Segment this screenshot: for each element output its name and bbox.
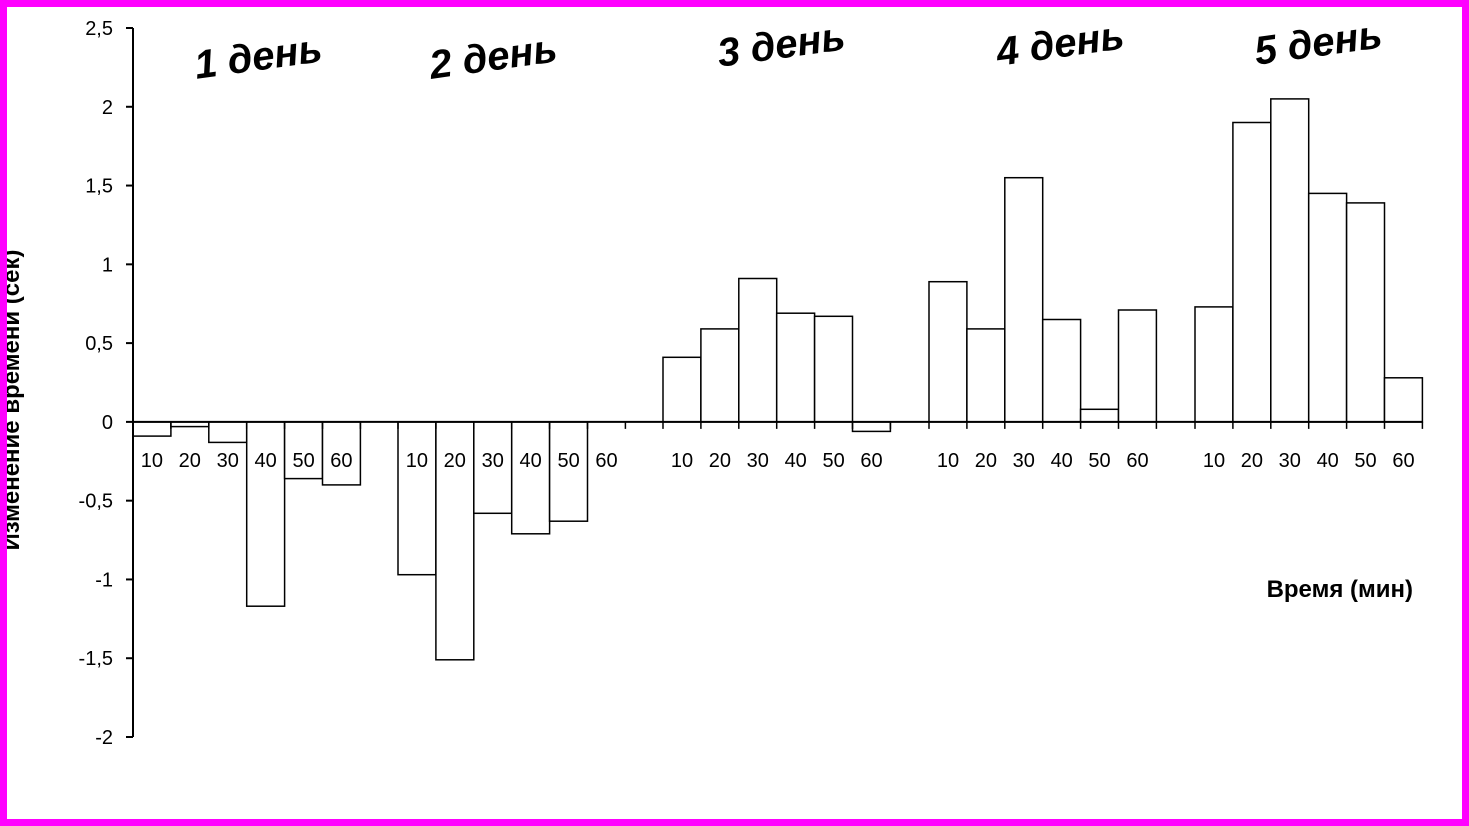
bar-day4-60 <box>1117 309 1158 423</box>
y-tick-label: -0,5 <box>79 491 113 513</box>
bar-day4-50 <box>1079 408 1120 423</box>
y-tick-label: -1,5 <box>79 648 113 670</box>
x-category-label: 50 <box>1354 450 1376 472</box>
x-category-label: 10 <box>141 450 163 472</box>
y-tick-label: 2 <box>102 97 113 119</box>
x-category-label: 40 <box>519 450 541 472</box>
x-category-label: 60 <box>1392 450 1414 472</box>
x-category-label: 30 <box>1279 450 1301 472</box>
bar-day3-10 <box>662 356 702 423</box>
x-category-label: 10 <box>671 450 693 472</box>
bar-day5-20 <box>1232 121 1272 423</box>
x-category-label: 30 <box>482 450 504 472</box>
x-category-label: 20 <box>975 450 997 472</box>
group-label-day4: 4 день <box>993 13 1127 75</box>
x-category-label: 10 <box>1203 450 1225 472</box>
x-category-label: 20 <box>1241 450 1263 472</box>
x-category-label: 30 <box>747 450 769 472</box>
x-category-label: 30 <box>217 450 239 472</box>
x-category-label: 60 <box>1126 450 1148 472</box>
bar-chart: 2,5 2 1,5 1 0,5 0 -0,5 -1 -1,5 -2 10 20 30 40 50 60 1 де… <box>7 12 1424 749</box>
bar-day4-30 <box>1004 176 1044 423</box>
x-category-label: 20 <box>444 450 466 472</box>
y-tick-label: -2 <box>95 727 113 749</box>
group-label-day5: 5 день <box>1252 12 1385 73</box>
x-category-label: 30 <box>1013 450 1035 472</box>
x-category-label: 40 <box>785 450 807 472</box>
bar-day4-20 <box>966 328 1006 423</box>
x-category-label: 60 <box>860 450 882 472</box>
x-category-label: 50 <box>1088 450 1110 472</box>
x-category-label: 50 <box>292 450 314 472</box>
x-category-label: 20 <box>709 450 731 472</box>
x-category-label: 10 <box>937 450 959 472</box>
bar-day3-50 <box>813 315 854 423</box>
bar-day5-30 <box>1270 98 1310 423</box>
bar-day2-40 <box>510 421 551 535</box>
bar-day5-40 <box>1307 192 1348 423</box>
bar-day3-60 <box>851 421 892 433</box>
x-category-label: 40 <box>1317 450 1339 472</box>
y-axis-title: Изменение времени (сек) <box>7 250 25 551</box>
bar-day1-60 <box>321 421 362 486</box>
x-axis-title: Время (мин) <box>1267 576 1413 603</box>
x-category-label: 40 <box>254 450 276 472</box>
x-category-label: 50 <box>822 450 844 472</box>
x-category-label: 60 <box>330 450 352 472</box>
x-category-label: 20 <box>179 450 201 472</box>
group-label-day3: 3 день <box>715 14 848 75</box>
bar-day2-10 <box>397 421 437 576</box>
bar-day4-40 <box>1041 318 1082 423</box>
y-tick-label: 0,5 <box>85 333 113 355</box>
x-category-label: 50 <box>557 450 579 472</box>
group-label-day2: 2 день <box>426 26 560 88</box>
y-tick-label: 2,5 <box>85 18 113 40</box>
x-category-label: 10 <box>406 450 428 472</box>
y-tick-label: 1,5 <box>85 176 113 198</box>
bar-day1-10 <box>132 421 172 437</box>
bar-day1-30 <box>208 421 248 444</box>
bar-day4-10 <box>928 280 968 423</box>
bar-day5-10 <box>1194 306 1234 423</box>
bar-day3-40 <box>775 312 816 423</box>
y-tick-label: 0 <box>102 412 113 434</box>
bar-day3-30 <box>738 277 778 423</box>
bar-day2-20 <box>435 421 475 661</box>
x-category-label: 60 <box>595 450 617 472</box>
bar-day5-60 <box>1383 377 1424 423</box>
group-label-day1: 1 день <box>192 26 325 87</box>
y-tick-label: -1 <box>95 569 113 591</box>
chart-frame: 2,5 2 1,5 1 0,5 0 -0,5 -1 -1,5 -2 10 20 30 40 50 60 1 де… <box>7 7 1462 819</box>
x-category-label: 40 <box>1051 450 1073 472</box>
bar-day2-50 <box>548 421 589 522</box>
bar-day5-50 <box>1345 202 1386 423</box>
bar-day3-20 <box>700 328 740 423</box>
y-tick-label: 1 <box>102 254 113 276</box>
